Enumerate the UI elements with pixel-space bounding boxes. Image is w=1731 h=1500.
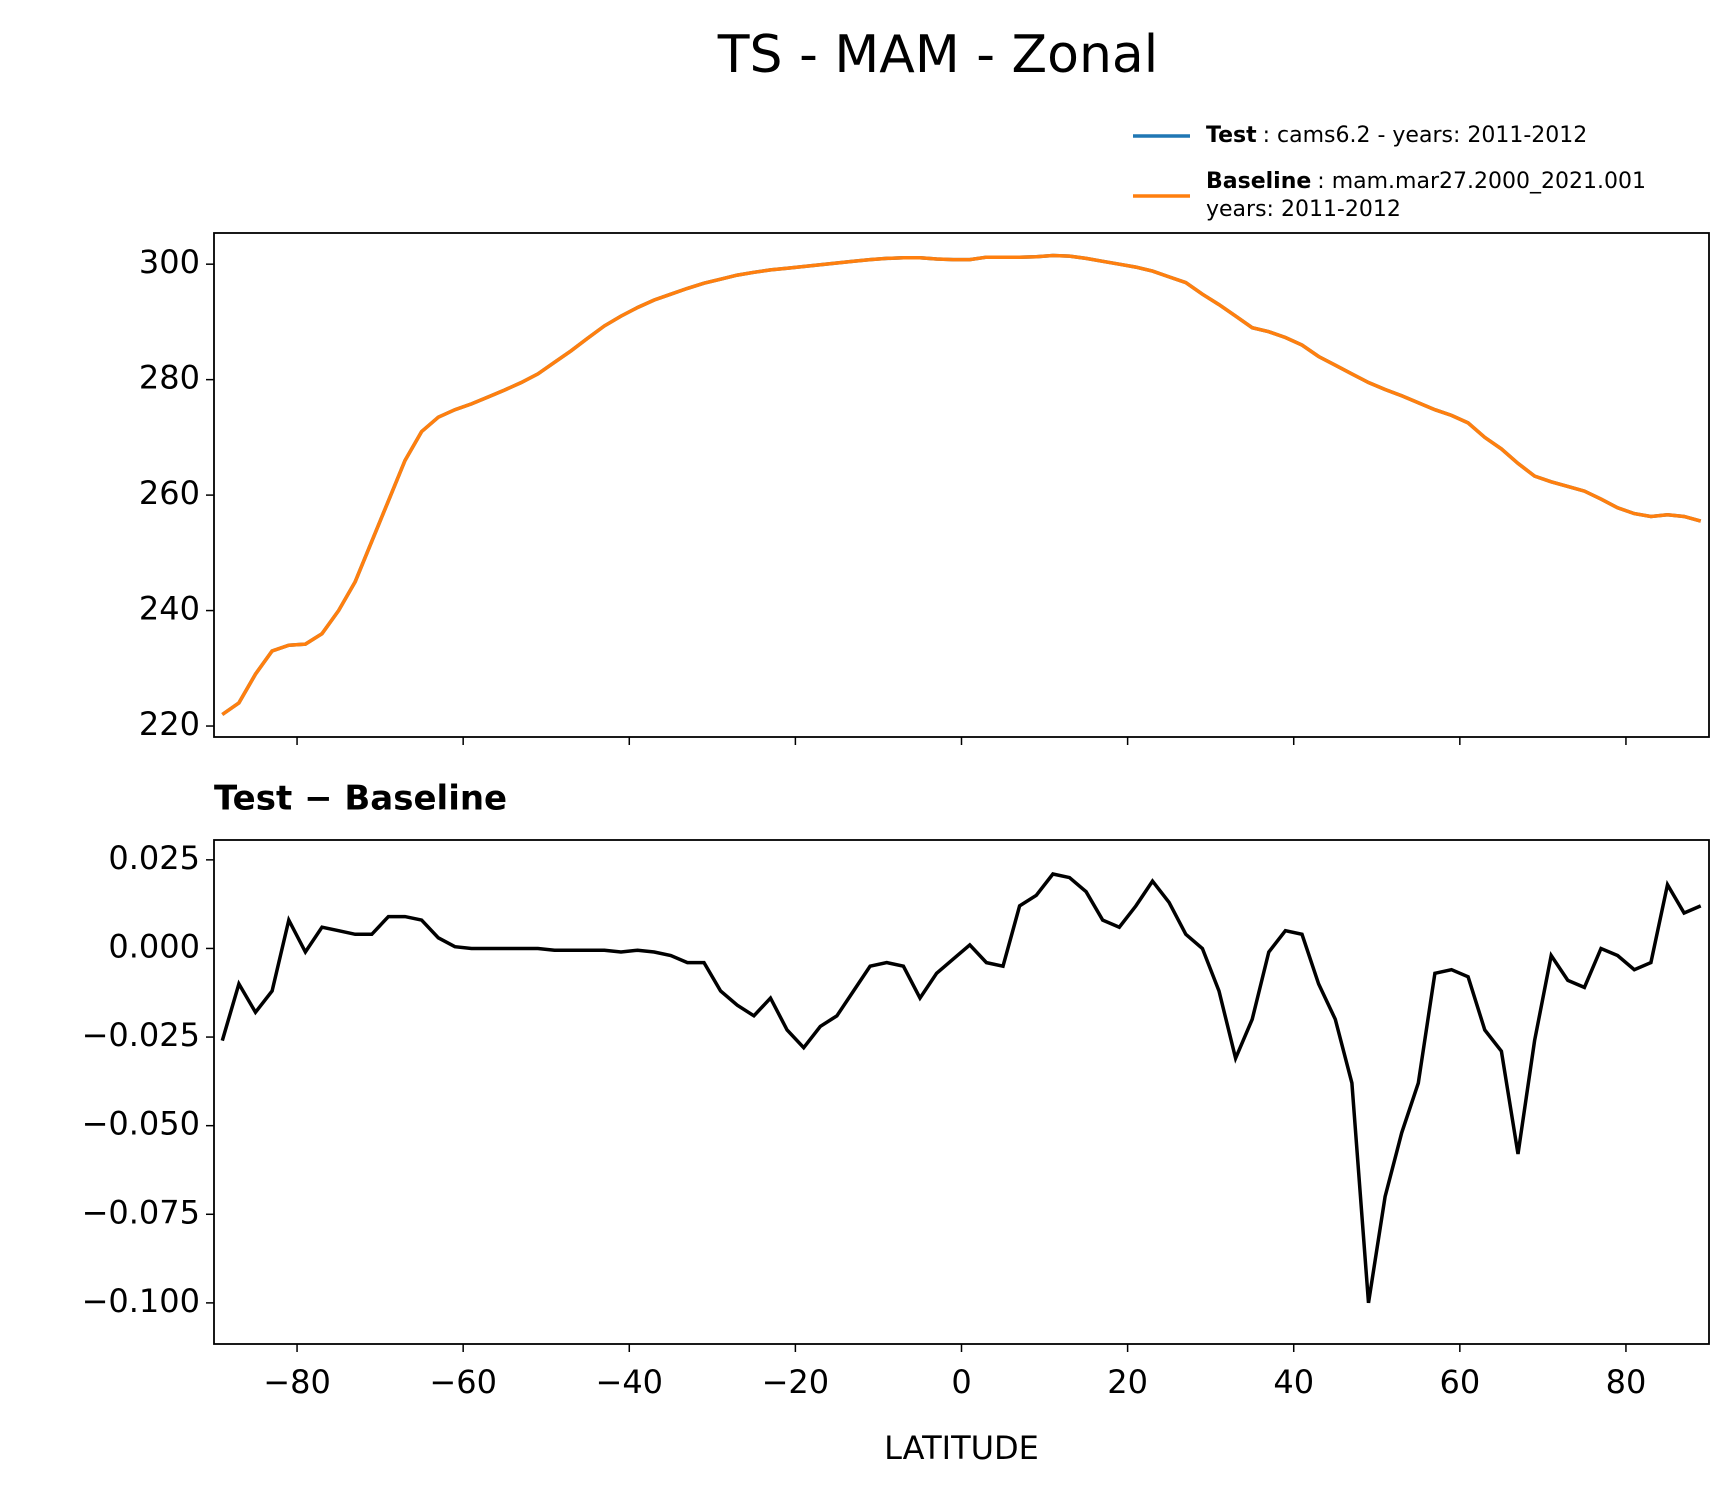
- y-tick-label: 0.000: [108, 927, 200, 965]
- x-axis-label: LATITUDE: [884, 1429, 1039, 1467]
- axes-frame: [213, 839, 1710, 1345]
- legend-text: : cams6.2 - years: 2011-2012: [1263, 123, 1588, 148]
- x-tick-label: 60: [1439, 1363, 1480, 1401]
- x-tick-label: −60: [429, 1363, 497, 1401]
- y-tick-label: 280: [139, 359, 200, 397]
- y-tick-label: 220: [139, 705, 200, 743]
- data-line: [221, 253, 1702, 716]
- legend-text: years: 2011-2012: [1206, 197, 1401, 222]
- x-tick-label: −80: [263, 1363, 331, 1401]
- y-tick-label: 260: [139, 474, 200, 512]
- x-tick-label: −20: [762, 1363, 830, 1401]
- panel-title: Test − Baseline: [214, 779, 507, 819]
- y-tick-label: −0.075: [82, 1193, 200, 1231]
- legend-name: Baseline: [1206, 169, 1311, 194]
- y-tick-label: −0.050: [82, 1105, 200, 1143]
- data-line: [221, 253, 1702, 716]
- plot-area: [221, 253, 1702, 716]
- data-line: [220, 872, 1702, 1304]
- y-tick-label: −0.025: [82, 1016, 200, 1054]
- y-tick-label: 240: [139, 590, 200, 628]
- x-tick-label: 0: [951, 1363, 971, 1401]
- legend-text: : mam.mar27.2000_2021.001: [1317, 169, 1646, 194]
- chart-title: TS - MAM - Zonal: [717, 25, 1158, 85]
- axes-frame: [213, 232, 1710, 738]
- legend-label: Test: cams6.2 - years: 2011-2012: [1206, 123, 1587, 148]
- y-tick-label: 0.025: [108, 839, 200, 877]
- x-tick-label: 80: [1606, 1363, 1647, 1401]
- legend-label: Baseline: mam.mar27.2000_2021.001: [1206, 169, 1646, 194]
- x-tick-label: 40: [1273, 1363, 1314, 1401]
- x-tick-label: −40: [596, 1363, 664, 1401]
- x-tick-label: 20: [1107, 1363, 1148, 1401]
- plot-area: [220, 872, 1702, 1304]
- legend-name: Test: [1206, 123, 1257, 148]
- y-tick-label: −0.100: [82, 1282, 200, 1320]
- y-tick-label: 300: [139, 243, 200, 281]
